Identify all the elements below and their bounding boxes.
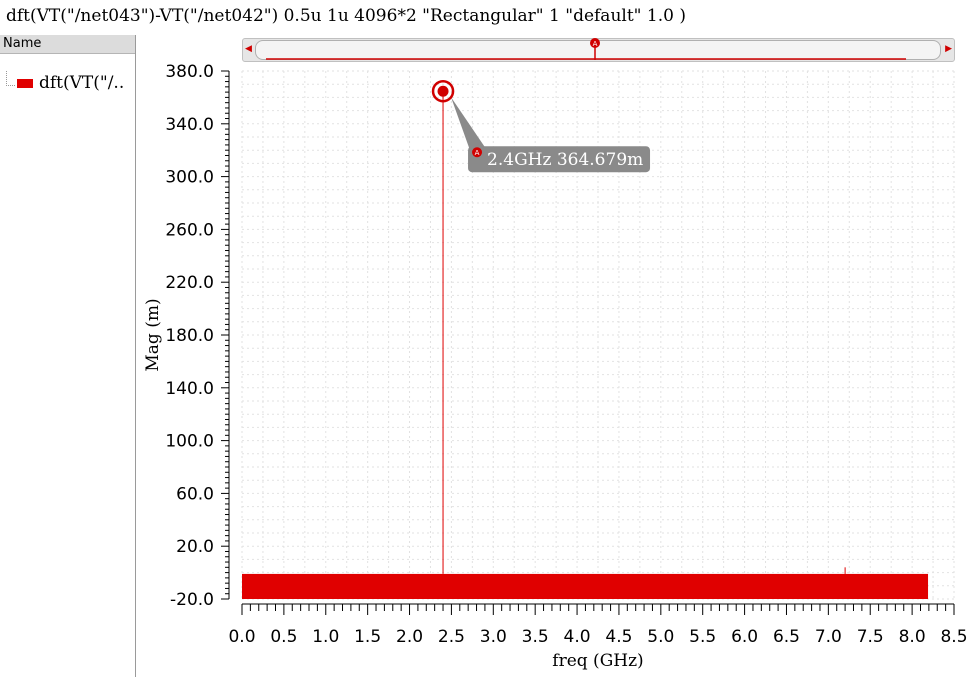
x-tick-label: 7.5: [857, 627, 884, 647]
x-tick-label: 2.5: [438, 627, 465, 647]
marker-callout-pointer: [451, 97, 490, 154]
x-tick-label: 5.0: [647, 627, 674, 647]
marker-callout-badge-label: A: [475, 149, 480, 157]
trace-list-item[interactable]: dft(VT("/..: [6, 70, 125, 93]
tree-connector: [6, 70, 15, 86]
y-tick-label: 140.0: [165, 379, 214, 399]
x-tick-label: 8.0: [899, 627, 926, 647]
x-tick-label: 3.0: [480, 627, 507, 647]
trace-color-swatch: [17, 78, 33, 88]
y-tick-label: 260.0: [165, 220, 214, 240]
marker-value-label: 2.4GHz 364.679m: [487, 150, 643, 170]
x-tick-label: 1.0: [312, 627, 339, 647]
x-tick-label: 7.0: [815, 627, 842, 647]
x-tick-label: 1.5: [354, 627, 381, 647]
y-tick-label: 60.0: [176, 484, 214, 504]
scroll-right-icon[interactable]: ▶: [945, 44, 952, 54]
x-tick-label: 3.5: [522, 627, 549, 647]
x-tick-label: 8.5: [940, 627, 967, 647]
trace-name-panel: Name dft(VT("/..: [0, 35, 136, 677]
marker-callout-badge: [472, 147, 483, 158]
name-column-header: Name: [0, 35, 135, 54]
y-tick-label: 100.0: [165, 432, 214, 452]
chart-title: dft(VT("/net043")-VT("/net042") 0.5u 1u …: [6, 6, 686, 26]
x-axis-label: freq (GHz): [552, 651, 643, 671]
x-tick-label: 0.0: [228, 627, 255, 647]
x-tick-label: 4.5: [605, 627, 632, 647]
y-tick-label: 220.0: [165, 273, 214, 293]
y-tick-label: 300.0: [165, 168, 214, 188]
marker-callout-box: [468, 146, 651, 173]
noise-floor-band: [242, 573, 929, 599]
x-tick-label: 4.0: [564, 627, 591, 647]
scroll-marker-label: A: [593, 40, 598, 48]
scroll-left-icon[interactable]: ◀: [245, 44, 252, 54]
y-tick-label: 20.0: [176, 537, 214, 557]
y-tick-label: 180.0: [165, 326, 214, 346]
x-tick-label: 5.5: [689, 627, 716, 647]
marker-ring: [431, 79, 455, 103]
trace-label: dft(VT("/..: [39, 73, 125, 93]
marker-dot: [437, 85, 449, 97]
x-tick-label: 0.5: [270, 627, 297, 647]
x-tick-label: 6.0: [731, 627, 758, 647]
y-tick-label: 340.0: [165, 115, 214, 135]
y-axis-label: Mag (m): [143, 298, 163, 371]
x-tick-label: 2.0: [396, 627, 423, 647]
y-tick-label: -20.0: [170, 590, 214, 610]
scroll-marker-badge: [590, 38, 600, 48]
y-tick-label: 380.0: [165, 62, 214, 82]
x-tick-label: 6.5: [773, 627, 800, 647]
horizontal-scrollbar[interactable]: ◀ ▶: [242, 38, 955, 62]
